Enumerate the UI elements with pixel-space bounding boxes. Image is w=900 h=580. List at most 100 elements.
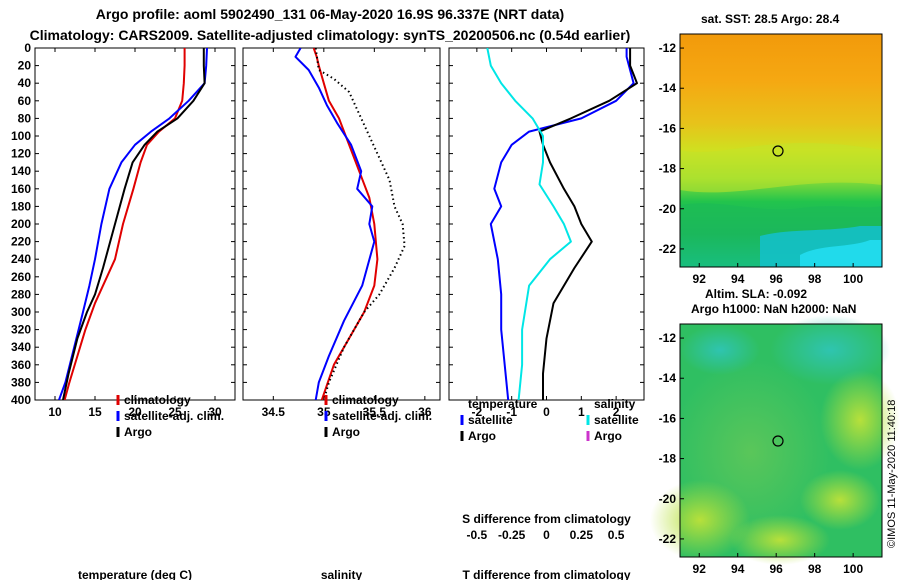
x-tick-label: 10 xyxy=(48,405,62,419)
x-tick-label: 25 xyxy=(168,405,182,419)
legend-label: Argo xyxy=(124,425,152,439)
map-y-tick-label: -12 xyxy=(659,331,677,345)
legend-label: Argo xyxy=(594,429,622,443)
y-tick-label: 80 xyxy=(18,111,32,125)
x-tick-label: 34.5 xyxy=(262,405,286,419)
y-tick-label: 320 xyxy=(11,323,31,337)
x-tick-label: 20 xyxy=(128,405,142,419)
map-y-tick-label: -16 xyxy=(659,411,677,425)
series-line-climatology xyxy=(312,48,379,400)
map-y-tick-label: -18 xyxy=(659,452,677,466)
series-line-argo xyxy=(62,48,206,400)
salinity-frame xyxy=(242,47,441,401)
map-y-tick-label: -20 xyxy=(659,492,677,506)
map-y-tick-label: -22 xyxy=(659,242,677,256)
secondary-tick-label: 0 xyxy=(543,528,550,542)
legend-label: satellite xyxy=(468,413,513,427)
map-x-tick-label: 98 xyxy=(808,272,822,286)
x-axis-label: salinity xyxy=(321,568,363,580)
x-tick-label: 1 xyxy=(578,405,585,419)
legend-label: Argo xyxy=(468,429,496,443)
sst-map: 92 94 96 98 100 -12 -14 -16 -18 -20 -22 xyxy=(659,33,883,286)
sst-map-title: sat. SST: 28.5 Argo: 28.4 xyxy=(701,12,840,26)
x-tick-label: 30 xyxy=(208,405,222,419)
legend-title-temperature: temperature xyxy=(468,397,538,411)
profile-plots: 0204060801001201401601802002202402602803… xyxy=(11,41,645,580)
temperature-frame xyxy=(34,47,236,401)
height-title: Argo h1000: NaN h2000: NaN xyxy=(691,302,857,316)
series-line-satellite-adj-clim- xyxy=(294,48,376,400)
map-x-tick-label: 100 xyxy=(843,272,863,286)
map-y-tick-label: -12 xyxy=(659,41,677,55)
legend-label: satellite xyxy=(594,413,639,427)
map-y-tick-label: -16 xyxy=(659,121,677,135)
x-tick-label: 35.5 xyxy=(363,405,387,419)
y-tick-label: 340 xyxy=(11,340,31,354)
y-tick-label: 20 xyxy=(18,59,32,73)
y-tick-label: 300 xyxy=(11,305,31,319)
y-tick-label: 40 xyxy=(18,76,32,90)
title-line-1: Argo profile: aoml 5902490_131 06-May-20… xyxy=(95,6,565,22)
salinity-panel: 34.5 35 35.5 36 salinity climatology satellite… xyxy=(242,47,441,580)
difference-panel: -2 -1 0 1 2 T difference from climatology temp… xyxy=(448,47,645,580)
x-tick-label: -2 xyxy=(472,405,483,419)
map-x-tick-label: 94 xyxy=(731,562,745,576)
y-tick-label: 380 xyxy=(11,375,31,389)
sla-map: 92 94 96 98 100 -12 -14 -16 -18 -20 -22 xyxy=(650,315,900,576)
map-y-tick-label: -14 xyxy=(659,81,677,95)
temperature-panel: 0 20 40 60 80 100 120 140 160 180 200 220 240 260 280 3… xyxy=(11,41,236,580)
legend-label: satellite-adj. clim. xyxy=(124,409,224,423)
map-x-tick-label: 100 xyxy=(843,562,863,576)
y-tick-label: 260 xyxy=(11,270,31,284)
y-tick-label: 200 xyxy=(11,217,31,231)
y-tick-label: 160 xyxy=(11,182,31,196)
sla-map-title: Altim. SLA: -0.092 xyxy=(705,287,808,301)
legend-label: climatology xyxy=(124,393,191,407)
map-x-tick-label: 96 xyxy=(770,562,784,576)
map-y-tick-label: -18 xyxy=(659,162,677,176)
map-x-tick-label: 98 xyxy=(808,562,822,576)
credit-text: ©IMOS 11-May-2020 11:40:18 xyxy=(886,399,898,548)
map-x-tick-label: 96 xyxy=(770,272,784,286)
secondary-axis-label: S difference from climatology xyxy=(462,512,631,526)
secondary-tick-label: -0.5 xyxy=(467,528,488,542)
legend-label: Argo xyxy=(332,425,360,439)
y-tick-label: 400 xyxy=(11,393,31,407)
series-line-climatology xyxy=(63,48,186,400)
secondary-tick-label: -0.25 xyxy=(498,528,526,542)
map-y-tick-label: -22 xyxy=(659,532,677,546)
y-tick-label: 0 xyxy=(24,41,31,55)
difference-series xyxy=(486,48,638,400)
legend-label: climatology xyxy=(332,393,399,407)
y-tick-label: 220 xyxy=(11,235,31,249)
salinity-series xyxy=(294,48,406,400)
title-line-2: Climatology: CARS2009. Satellite-adjuste… xyxy=(29,27,631,43)
series-line-t-argo xyxy=(538,48,638,400)
y-tick-label: 140 xyxy=(11,164,31,178)
secondary-tick-label: 0.25 xyxy=(570,528,594,542)
map-y-tick-label: -14 xyxy=(659,371,677,385)
x-axis-label: temperature (deg C) xyxy=(78,568,192,580)
map-x-tick-label: 94 xyxy=(731,272,745,286)
legend-title-salinity: salinity xyxy=(594,397,636,411)
y-tick-label: 100 xyxy=(11,129,31,143)
legend-label: satellite-adj. clim. xyxy=(332,409,432,423)
x-tick-label: 36 xyxy=(418,405,432,419)
x-tick-label: -1 xyxy=(506,405,517,419)
secondary-tick-label: 0.5 xyxy=(608,528,625,542)
y-tick-label: 360 xyxy=(11,358,31,372)
x-tick-label: 0 xyxy=(543,405,550,419)
y-tick-label: 280 xyxy=(11,287,31,301)
y-tick-label: 60 xyxy=(18,94,32,108)
y-tick-label: 180 xyxy=(11,199,31,213)
argo-location-marker xyxy=(772,435,784,447)
y-tick-label: 120 xyxy=(11,147,31,161)
map-x-tick-label: 92 xyxy=(693,562,707,576)
map-x-tick-label: 92 xyxy=(693,272,707,286)
x-axis-label: T difference from climatology xyxy=(462,568,630,580)
series-line-s-satellite xyxy=(486,48,572,400)
temperature-series xyxy=(58,48,208,400)
y-tick-label: 240 xyxy=(11,252,31,266)
argo-location-marker xyxy=(772,145,784,157)
x-tick-label: 15 xyxy=(88,405,102,419)
